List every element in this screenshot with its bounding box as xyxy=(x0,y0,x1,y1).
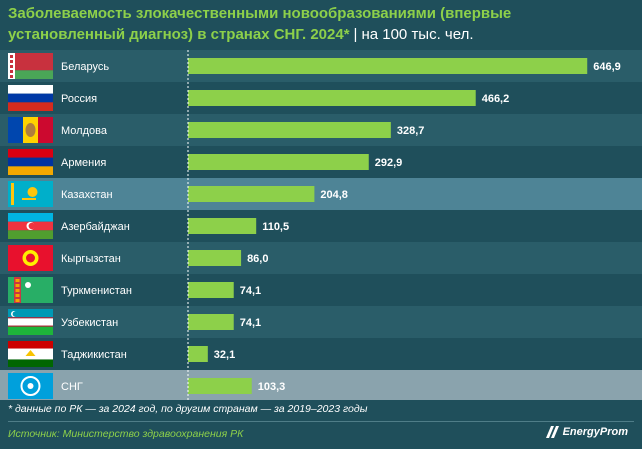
chart-title-main: Заболеваемость злокачественными новообра… xyxy=(8,5,512,43)
chart-unit: на 100 тыс. чел. xyxy=(361,26,474,43)
bar xyxy=(188,250,242,266)
value-label: 74,1 xyxy=(240,317,261,329)
row-band xyxy=(0,178,642,210)
bar-row: Кыргызстан 86,0 xyxy=(0,242,642,274)
category-label: Казахстан xyxy=(61,189,113,201)
value-label: 32,1 xyxy=(214,349,235,361)
category-label: Туркменистан xyxy=(61,285,132,297)
chart-title: Заболеваемость злокачественными новообра… xyxy=(8,3,628,45)
bar xyxy=(188,346,208,362)
value-label: 328,7 xyxy=(397,125,425,137)
moldova-flag xyxy=(8,117,53,143)
bar-row: Туркменистан 74,1 xyxy=(8,277,261,303)
bar xyxy=(188,218,257,234)
value-label: 103,3 xyxy=(258,381,286,393)
source-note: Источник: Министерство здравоохранения Р… xyxy=(8,428,244,440)
tajikistan-flag xyxy=(8,341,53,367)
energyprom-logo: EnergyProm xyxy=(545,426,628,438)
bar xyxy=(188,122,391,138)
category-label: Азербайджан xyxy=(61,221,130,233)
category-label: Россия xyxy=(61,93,97,105)
bar-row: Таджикистан 32,1 xyxy=(8,341,235,367)
armenia-flag xyxy=(8,149,53,175)
russia-flag xyxy=(8,85,53,111)
footnote: * данные по РК — за 2024 год, по другим … xyxy=(8,403,368,415)
value-label: 466,2 xyxy=(482,93,510,105)
bar-row: Узбекистан 74,1 xyxy=(0,306,642,338)
bar-row: Молдова 328,7 xyxy=(0,114,642,146)
bar-chart: Беларусь 646,9 Россия 466,2 Молдова 328,7 Арме… xyxy=(0,50,642,400)
bar xyxy=(188,58,588,74)
bar xyxy=(188,378,252,394)
category-label: Узбекистан xyxy=(61,317,118,329)
bar xyxy=(188,314,234,330)
bar xyxy=(188,90,476,106)
category-label: Молдова xyxy=(61,125,108,137)
bar xyxy=(188,186,315,202)
bar-row: Беларусь 646,9 xyxy=(0,50,642,82)
bar-row: СНГ 103,3 xyxy=(0,370,642,400)
bar xyxy=(188,154,369,170)
logo-text: EnergyProm xyxy=(562,426,628,438)
category-label: СНГ xyxy=(61,381,83,393)
value-label: 110,5 xyxy=(262,221,289,233)
title-separator: | xyxy=(353,26,358,43)
value-label: 74,1 xyxy=(240,285,261,297)
azerbaijan-flag xyxy=(8,213,53,239)
bar xyxy=(188,282,234,298)
category-label: Беларусь xyxy=(61,61,109,73)
cis-emblem xyxy=(8,373,53,399)
category-label: Армения xyxy=(61,157,106,169)
row-band xyxy=(0,306,642,338)
turkmenistan-flag xyxy=(8,277,53,303)
value-label: 86,0 xyxy=(247,253,268,265)
kazakhstan-flag xyxy=(8,181,53,207)
value-label: 646,9 xyxy=(593,61,621,73)
logo-icon xyxy=(545,426,559,438)
value-label: 204,8 xyxy=(320,189,348,201)
bar-row: Армения 292,9 xyxy=(8,149,402,175)
kyrgyzstan-flag xyxy=(8,245,53,271)
divider xyxy=(8,421,634,422)
category-label: Таджикистан xyxy=(61,349,127,361)
row-band xyxy=(0,242,642,274)
bar-row: Россия 466,2 xyxy=(8,85,509,111)
row-band xyxy=(0,370,642,400)
belarus-flag xyxy=(8,53,53,79)
bar-row: Азербайджан 110,5 xyxy=(8,213,289,239)
bar-row: Казахстан 204,8 xyxy=(0,178,642,210)
uzbekistan-flag xyxy=(8,309,53,335)
value-label: 292,9 xyxy=(375,157,403,169)
category-label: Кыргызстан xyxy=(61,253,121,265)
